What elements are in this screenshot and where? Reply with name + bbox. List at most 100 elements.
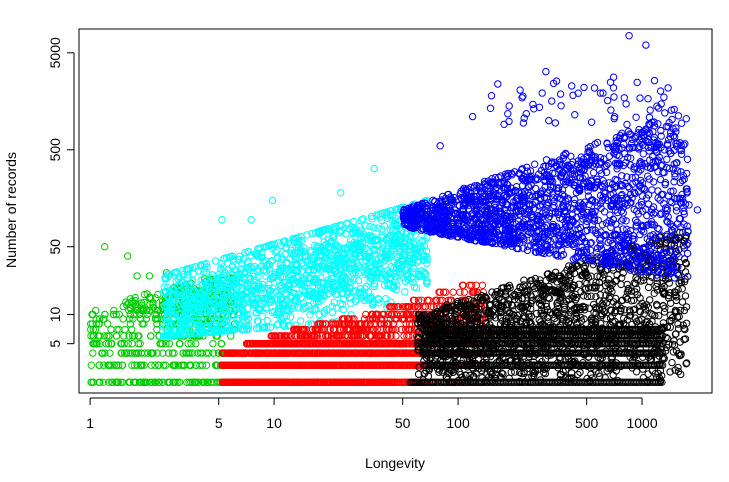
cyan-point: [390, 283, 398, 292]
cyan-point: [401, 288, 409, 296]
green-point: [157, 340, 165, 348]
cyan-point: [193, 294, 202, 302]
cyan-point: [211, 257, 220, 265]
cyan-point: [306, 247, 314, 255]
cyan-point: [309, 289, 317, 297]
green-point: [131, 304, 140, 312]
cyan-point: [202, 268, 210, 276]
black-point: [678, 285, 686, 293]
green-point: [142, 306, 150, 315]
cyan-point: [175, 310, 183, 318]
cyan-point: [281, 298, 289, 307]
green-point: [118, 361, 126, 369]
green-point: [89, 325, 98, 334]
green-point: [149, 299, 157, 307]
cyan-point: [230, 304, 238, 312]
red-point: [467, 281, 476, 289]
cyan-point: [392, 238, 400, 246]
cyan-point: [182, 289, 190, 297]
cyan-point: [349, 244, 357, 253]
green-point: [105, 361, 113, 369]
cyan-point: [165, 272, 174, 280]
cyan-point: [196, 261, 205, 269]
cyan-point: [270, 240, 279, 248]
green-point: [126, 295, 135, 303]
cyan-point: [244, 247, 253, 256]
green-point: [194, 349, 202, 357]
cyan-point: [163, 313, 171, 322]
cyan-point: [364, 296, 372, 304]
green-point: [188, 378, 197, 386]
cyan-point: [331, 246, 339, 254]
cyan-point: [279, 264, 287, 273]
cyan-point: [385, 234, 393, 243]
cyan-point: [370, 224, 378, 232]
cyan-point: [255, 324, 263, 332]
cyan-point: [200, 292, 209, 300]
black-point: [617, 280, 625, 289]
cyan-point: [355, 289, 363, 297]
green-point: [106, 349, 114, 357]
cyan-point: [189, 270, 197, 278]
cyan-point: [186, 264, 195, 272]
green-point: [133, 361, 141, 369]
cyan-point: [174, 292, 182, 300]
cyan-point: [170, 269, 178, 277]
cyan-point: [337, 229, 345, 237]
cyan-point: [409, 239, 418, 247]
cyan-point: [314, 264, 322, 273]
cyan-point: [251, 289, 259, 297]
cyan-point: [342, 256, 350, 264]
cyan-point: [161, 324, 169, 332]
green-point: [101, 243, 109, 251]
cyan-point: [285, 274, 293, 282]
cyan-point: [238, 325, 246, 334]
cyan-point: [368, 215, 376, 223]
green-point: [100, 315, 108, 323]
cyan-point: [220, 317, 228, 325]
cyan-point: [325, 261, 333, 269]
cyan-point: [247, 216, 255, 224]
cyan-point: [280, 267, 288, 275]
cyan-point: [224, 279, 232, 287]
cyan-point: [286, 313, 295, 321]
cyan-point: [412, 284, 421, 292]
green-point: [170, 349, 178, 357]
cyan-point: [161, 288, 169, 296]
green-point: [124, 252, 132, 260]
cyan-point: [281, 278, 289, 287]
cyan-point: [322, 225, 330, 234]
cyan-point: [346, 225, 354, 233]
cyan-point: [224, 287, 232, 296]
cyan-point: [210, 328, 218, 336]
cyan-point: [317, 283, 325, 291]
cyan-point: [360, 263, 368, 272]
green-point: [133, 272, 141, 280]
green-point: [112, 310, 120, 319]
cyan-point: [309, 306, 317, 315]
cyan-point: [361, 271, 370, 279]
cyan-point: [369, 233, 378, 241]
green-point: [155, 378, 164, 386]
cyan-point: [368, 269, 377, 277]
cyan-point: [303, 279, 311, 287]
green-point: [196, 361, 204, 369]
green-point: [132, 349, 140, 357]
green-point: [123, 301, 131, 309]
cyan-point: [311, 278, 319, 286]
red-point: [392, 310, 401, 319]
cyan-point: [201, 278, 209, 287]
red-point: [456, 288, 464, 296]
cyan-point: [337, 221, 345, 229]
cyan-point: [244, 287, 252, 295]
green-point: [125, 378, 134, 386]
cyan-point: [294, 248, 302, 256]
green-point: [104, 378, 113, 386]
cyan-point: [293, 261, 301, 270]
cyan-point: [218, 216, 226, 224]
cyan-point: [413, 245, 422, 253]
cyan-point: [301, 287, 310, 296]
red-point: [407, 310, 415, 319]
cyan-point: [297, 317, 305, 325]
green-point: [158, 378, 167, 386]
